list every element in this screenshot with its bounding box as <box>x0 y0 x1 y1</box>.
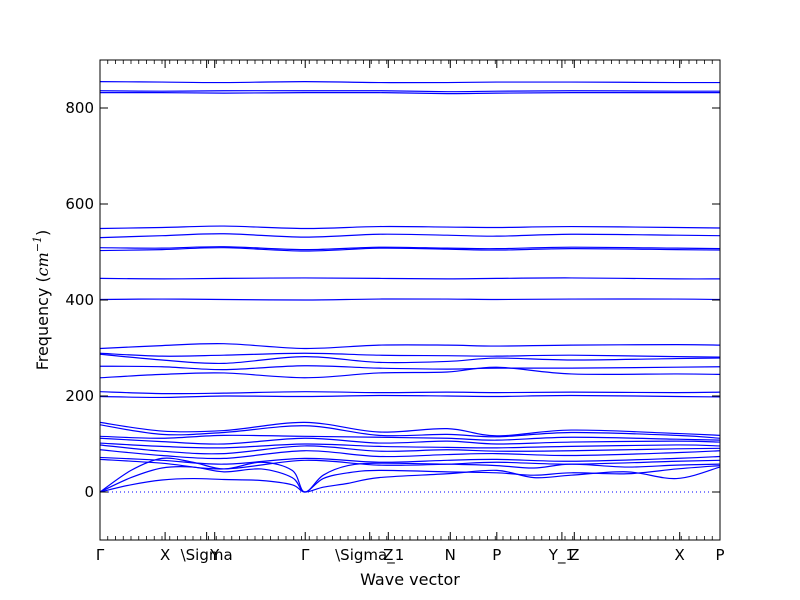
band-line-14 <box>100 366 720 379</box>
band-line-16 <box>100 394 720 399</box>
x-tick-label: P <box>492 546 501 564</box>
x-tick-label: X <box>675 546 685 564</box>
band-line-24 <box>100 455 720 465</box>
y-tick-label: 800 <box>65 99 94 117</box>
band-line-28 <box>100 466 720 493</box>
band-line-5 <box>100 233 720 239</box>
band-line-19 <box>100 434 720 441</box>
band-line-20 <box>100 437 720 445</box>
x-axis-label: Wave vector <box>360 570 460 589</box>
band-line-10 <box>100 342 720 350</box>
y-tick-label: 600 <box>65 195 94 213</box>
band-line-6 <box>100 246 720 251</box>
band-line-2 <box>100 90 720 93</box>
band-line-7 <box>100 247 720 252</box>
band-line-18 <box>100 424 720 439</box>
x-tick-label: Z <box>383 546 393 564</box>
plot-frame <box>99 59 721 541</box>
x-tick-label: \Sigma <box>181 546 233 564</box>
band-line-17 <box>100 421 720 437</box>
band-line-13 <box>100 365 720 371</box>
x-tick-label: P <box>715 546 724 564</box>
x-tick-label: Z <box>569 546 579 564</box>
y-tick-label: 200 <box>65 387 94 405</box>
x-tick-label: N <box>445 546 456 564</box>
x-tick-label: \Sigma_1 <box>335 546 404 565</box>
band-line-15 <box>100 391 720 395</box>
x-tick-label: X <box>160 546 170 564</box>
band-lines <box>100 80 720 493</box>
band-line-1 <box>100 80 720 84</box>
band-line-9 <box>100 298 720 301</box>
band-line-23 <box>100 449 720 460</box>
x-tick-label: Y_1 <box>548 546 575 565</box>
band-line-21 <box>100 442 720 449</box>
band-line-26 <box>100 457 720 493</box>
y-axis-label: Frequency (cm−1) <box>31 230 52 371</box>
x-tick-label: Γ <box>301 546 310 564</box>
band-line-12 <box>100 353 720 365</box>
band-line-11 <box>100 352 720 358</box>
band-line-3 <box>100 91 720 95</box>
y-tick-label: 400 <box>65 291 94 309</box>
band-line-27 <box>100 465 720 493</box>
y-axis: 0 200 400 600 800 <box>65 99 720 501</box>
y-tick-label: 0 <box>84 483 94 501</box>
x-tick-label: Γ <box>96 546 105 564</box>
band-line-22 <box>100 444 720 455</box>
band-line-4 <box>100 225 720 230</box>
band-line-8 <box>100 277 720 280</box>
x-tick-label: Y <box>209 546 220 564</box>
